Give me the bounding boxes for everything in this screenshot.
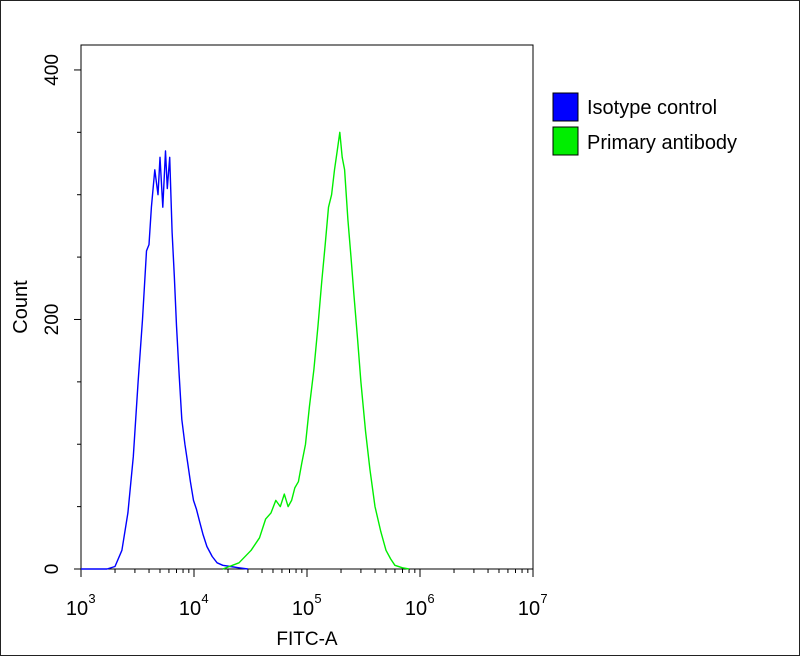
x-tick-label-5: 10 [292, 598, 314, 620]
legend-label-isotype: Isotype control [587, 97, 717, 119]
x-axis-label: FITC-A [276, 629, 338, 650]
legend-swatch-isotype [552, 92, 579, 122]
legend-swatch-primary [552, 126, 579, 156]
x-tick-label-4: 10 [179, 598, 201, 620]
x-tick-exponent-7: 7 [540, 591, 547, 606]
x-tick-label-6: 10 [405, 598, 427, 620]
legend: Isotype control Primary antibody [552, 92, 737, 156]
x-axis-ticks: 10 3 10 4 10 5 10 6 10 7 [66, 569, 548, 620]
y-axis-label: Count [10, 280, 32, 334]
series-layer [81, 131, 410, 570]
y-tick-label-200: 200 [42, 304, 63, 336]
y-tick-label-400: 400 [42, 54, 63, 86]
legend-item-isotype: Isotype control [552, 92, 717, 122]
y-tick-label-0: 0 [42, 564, 63, 575]
legend-label-primary: Primary antibody [587, 132, 737, 154]
x-tick-exponent-6: 6 [427, 591, 434, 606]
y-axis-ticks: 0 200 400 [42, 54, 81, 574]
series-line-primary-antibody [222, 131, 410, 570]
x-tick-exponent-5: 5 [314, 591, 321, 606]
x-tick-label-7: 10 [518, 598, 540, 620]
series-line-isotype-control [81, 150, 248, 570]
plot-area [80, 44, 534, 570]
x-tick-label-3: 10 [66, 598, 88, 620]
x-tick-exponent-4: 4 [201, 591, 208, 606]
x-tick-exponent-3: 3 [88, 591, 95, 606]
legend-item-primary: Primary antibody [552, 126, 737, 156]
